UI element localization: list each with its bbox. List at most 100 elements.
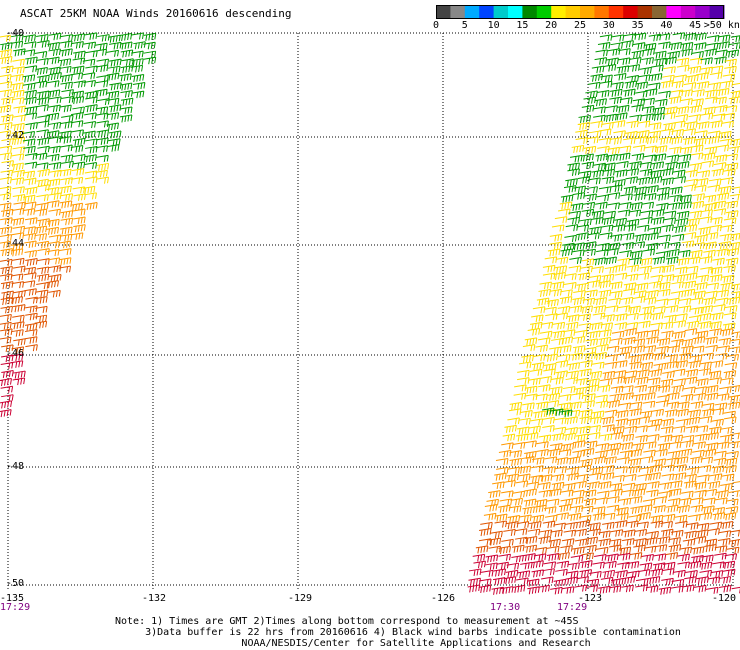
wind-swath-east	[467, 32, 740, 595]
wind-barb	[519, 514, 532, 523]
wind-barb	[580, 305, 593, 314]
wind-barb	[709, 274, 723, 283]
wind-barb	[551, 281, 565, 290]
wind-barb	[47, 178, 61, 187]
wind-barb	[581, 258, 595, 266]
wind-barb	[651, 408, 665, 417]
wind-barb	[13, 338, 26, 346]
wind-barb	[13, 105, 26, 114]
wind-barb	[0, 56, 13, 65]
wind-barb	[592, 506, 606, 514]
wind-barb	[1, 96, 14, 105]
wind-barb	[578, 464, 592, 472]
wind-barb	[585, 338, 599, 346]
wind-barb	[34, 225, 48, 234]
wind-barb	[583, 489, 597, 498]
wind-barb	[651, 312, 664, 321]
wind-barb	[713, 208, 727, 216]
wind-barb	[646, 489, 659, 498]
wind-barb	[36, 266, 50, 275]
wind-barb	[695, 529, 709, 538]
wind-barb	[34, 208, 48, 217]
wind-barb	[586, 136, 599, 144]
wind-barb	[36, 137, 50, 146]
wind-barb	[570, 352, 584, 361]
wind-barb	[642, 498, 656, 506]
wind-barb	[703, 202, 716, 211]
wind-barb	[557, 353, 571, 362]
wind-barb	[0, 226, 13, 235]
wind-barb	[717, 345, 730, 353]
wind-barb	[582, 400, 595, 408]
wind-barb	[639, 466, 652, 474]
wind-barb	[46, 130, 60, 139]
wind-barb	[701, 352, 714, 360]
wind-barb	[85, 96, 98, 104]
wind-barb	[616, 410, 629, 419]
wind-barb	[629, 552, 643, 560]
wind-barb	[631, 153, 645, 161]
wind-barb	[11, 257, 25, 265]
wind-barb	[631, 442, 645, 451]
wind-barb	[626, 120, 639, 129]
wind-barb	[567, 562, 580, 570]
wind-barb	[729, 539, 740, 547]
wind-barb	[732, 481, 740, 484]
wind-barb	[60, 154, 74, 162]
wind-barb	[96, 137, 109, 145]
wind-barb	[636, 521, 649, 529]
wind-barb	[85, 202, 98, 211]
colorbar-label: 5	[461, 20, 468, 31]
wind-barb	[46, 112, 60, 121]
wind-barb	[12, 377, 26, 386]
wind-barb	[71, 129, 84, 137]
wind-barb	[671, 129, 685, 137]
wind-barb	[725, 257, 739, 266]
wind-barb	[685, 425, 699, 434]
wind-barb	[724, 65, 737, 74]
wind-barb	[696, 522, 710, 531]
wind-barb	[524, 385, 538, 394]
wind-barb	[639, 562, 653, 571]
wind-barb	[648, 122, 662, 130]
wind-barb	[702, 152, 716, 161]
wind-barb	[37, 74, 50, 83]
wind-barb	[24, 250, 38, 258]
wind-barb	[511, 554, 524, 563]
wind-barb	[11, 321, 25, 330]
wind-barb	[705, 336, 718, 345]
wind-barb	[667, 297, 680, 305]
wind-barb	[641, 57, 654, 65]
wind-barb	[616, 104, 630, 113]
note-line-1: Note: 1) Times are GMT 2)Times along bot…	[115, 616, 579, 627]
wind-barb	[119, 82, 133, 91]
wind-barb	[24, 329, 38, 337]
wind-barb	[668, 96, 682, 105]
colorbar-segment	[580, 5, 595, 19]
wind-barb	[689, 210, 703, 219]
wind-barb	[730, 90, 740, 99]
wind-barb	[553, 426, 567, 434]
wind-barb	[680, 42, 694, 51]
wind-barb	[653, 153, 667, 162]
wind-barb	[675, 520, 688, 528]
wind-barb	[601, 416, 615, 425]
wind-barb	[674, 74, 687, 82]
wind-barb	[574, 528, 587, 537]
wind-barb	[520, 410, 533, 418]
wind-barb	[720, 328, 734, 337]
wind-barb	[549, 288, 562, 297]
wind-barb	[616, 507, 629, 516]
wind-barb	[539, 529, 553, 538]
wind-barb	[689, 354, 703, 363]
wind-barb	[610, 385, 624, 394]
wind-barb	[512, 441, 526, 450]
wind-barb	[656, 298, 669, 306]
wind-barb	[681, 490, 694, 498]
wind-barb	[626, 168, 640, 176]
colorbar-segment	[623, 5, 639, 19]
wind-barb	[570, 505, 584, 513]
wind-barb	[649, 418, 663, 427]
wind-barb	[632, 42, 646, 50]
wind-barb	[688, 409, 701, 418]
